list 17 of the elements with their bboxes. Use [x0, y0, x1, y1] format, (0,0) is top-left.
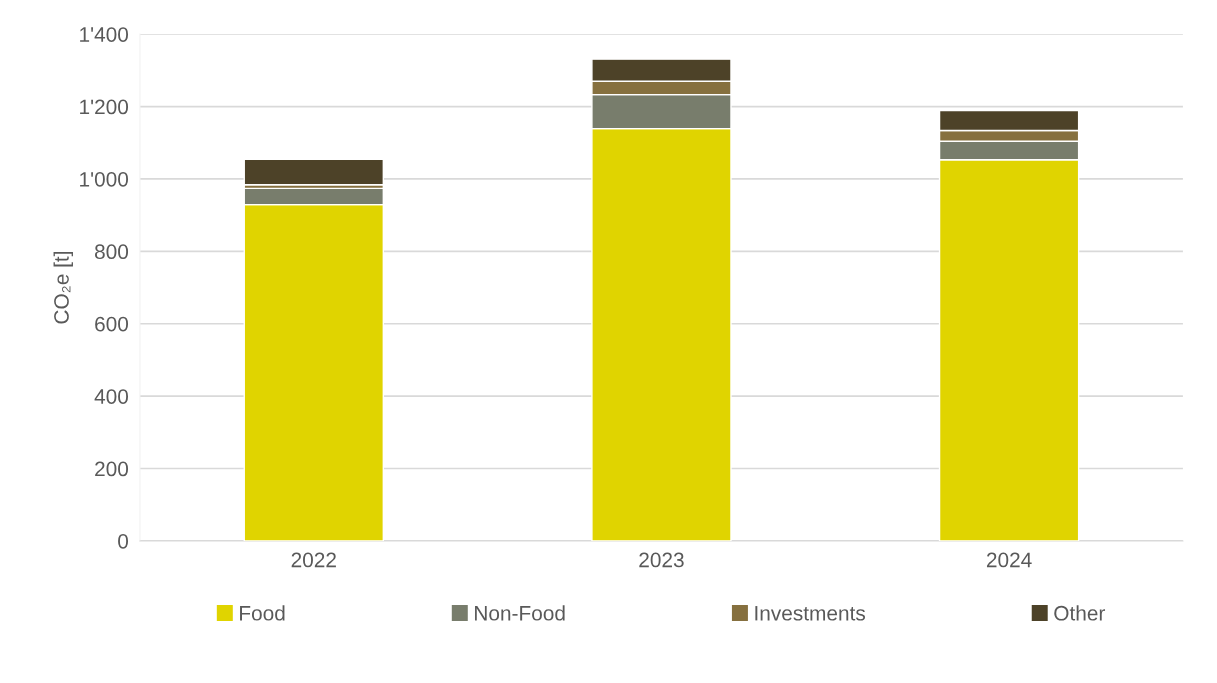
y-tick-label: 400	[94, 389, 129, 404]
x-tick-label: 2024	[986, 552, 1032, 568]
y-tick-label: 600	[95, 316, 129, 332]
legend-label: Non-Food	[475, 605, 565, 621]
y-tick-label: 200	[95, 461, 129, 477]
bar	[243, 158, 385, 186]
y-tick-label: 1'200	[80, 99, 129, 115]
y-tick-label: 0	[118, 533, 129, 549]
y-tick-label: 1'000	[80, 171, 129, 187]
legend-label: Other	[1054, 605, 1106, 621]
x-tick-label: 2023	[639, 552, 684, 568]
y-axis-title: CO₂e [t]	[53, 251, 73, 324]
legend-label: Investments	[755, 606, 866, 621]
y-tick-label: 800	[94, 244, 129, 260]
y-tick-label: 1'400	[80, 27, 129, 42]
x-tick-label: 2022	[291, 552, 336, 568]
legend-label: Food	[240, 605, 285, 621]
